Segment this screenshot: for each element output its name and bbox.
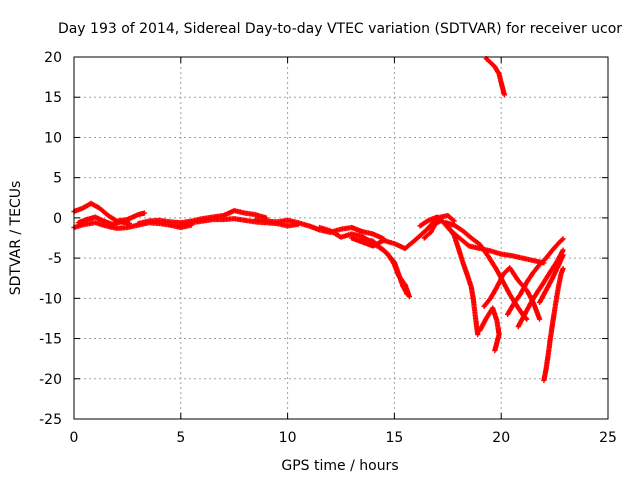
data-points [75, 214, 133, 227]
series-arc-19 [483, 56, 507, 98]
series-arc-16 [515, 247, 566, 330]
data-points [515, 247, 566, 330]
plot-frame [73, 56, 609, 420]
series-arc-17 [537, 252, 566, 305]
x-tick-label: 10 [279, 430, 297, 446]
x-tick-label: 0 [70, 430, 79, 446]
series-arc-9 [349, 212, 457, 252]
data-points [443, 220, 530, 322]
y-tick-label: 10 [44, 130, 62, 146]
data-points [317, 224, 410, 297]
data-points [537, 252, 566, 305]
series-arc-18 [541, 266, 566, 383]
data-points [505, 236, 566, 317]
chart-title: Day 193 of 2014, Sidereal Day-to-day VTE… [58, 21, 622, 37]
x-tick-label: 20 [492, 430, 510, 446]
y-tick-label: 5 [53, 171, 62, 187]
y-tick-label: -15 [39, 332, 62, 348]
y-tick-labels: 20 15 10 5 0 -5 -10 -15 -20 -25 [39, 50, 62, 428]
y-tick-label: -10 [39, 291, 62, 307]
y-tick-label: -5 [48, 251, 62, 267]
x-axis-label: GPS time / hours [281, 458, 398, 474]
x-tick-label: 15 [385, 430, 403, 446]
series-arc-15 [505, 236, 566, 317]
data-points [477, 305, 502, 354]
x-tick-labels: 0 5 10 15 20 25 [70, 430, 617, 446]
y-tick-label: 15 [44, 90, 62, 106]
x-tick-label: 25 [599, 430, 617, 446]
series-arc-12 [443, 220, 530, 322]
y-axis-label: SDTVAR / TECUs [8, 181, 24, 296]
series-layer [71, 56, 566, 383]
y-tick-label: 20 [44, 50, 62, 66]
y-tick-label: -25 [39, 412, 62, 428]
y-tick-label: -20 [39, 372, 62, 388]
series-arc-14 [477, 305, 502, 354]
y-tick-label: 0 [53, 211, 62, 227]
data-points [483, 56, 507, 98]
data-points [541, 266, 566, 383]
series-arc-3 [75, 214, 133, 227]
series-arc-7 [317, 224, 410, 297]
data-points [349, 212, 457, 252]
x-tick-label: 5 [176, 430, 185, 446]
grid [74, 57, 608, 419]
